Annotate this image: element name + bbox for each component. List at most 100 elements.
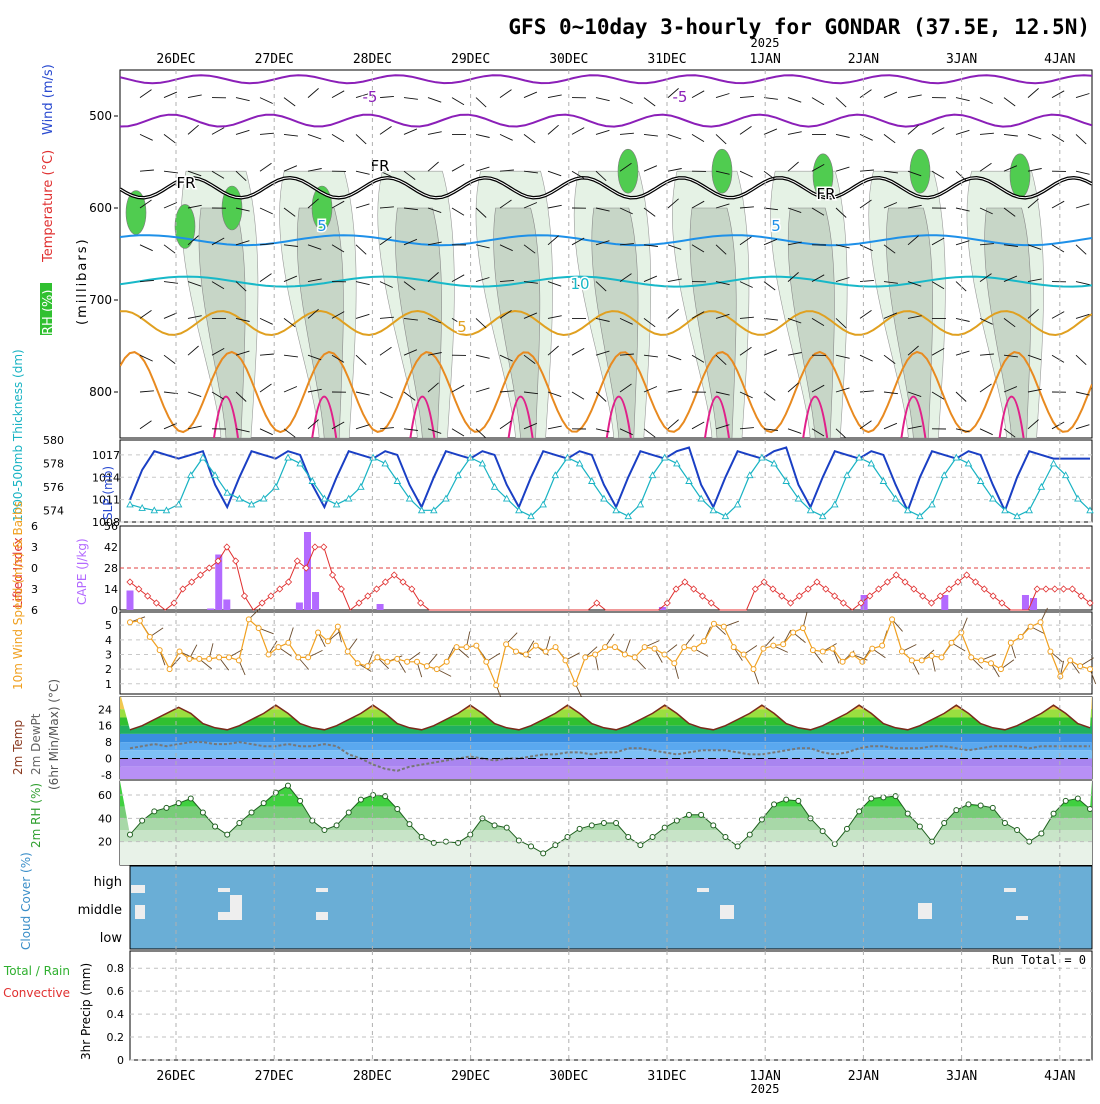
wind-speed-point [484, 659, 489, 664]
bottom-date-label: 30DEC [549, 1069, 588, 1084]
wind-speed-point [1008, 640, 1013, 645]
wind-speed-point [929, 653, 934, 658]
rh-high-spot [910, 149, 930, 193]
wind-speed-point [128, 620, 133, 625]
wind-speed-point [1018, 634, 1023, 639]
rh-label: RH (%) [41, 290, 56, 335]
top-date-label: 29DEC [451, 52, 490, 67]
temp-tick: 8 [105, 736, 112, 749]
rh-point [128, 832, 133, 837]
wind-speed-point [177, 649, 182, 654]
rh-marks [120, 781, 1093, 865]
slp-tick: 1017 [92, 449, 120, 462]
rh-high-spot [712, 149, 732, 193]
wind-speed-point [840, 659, 845, 664]
rh-point [541, 851, 546, 856]
contour-label: 5 [457, 318, 467, 336]
cape-bar [377, 604, 384, 610]
rh-point [820, 829, 825, 834]
wind-speed-point [751, 667, 756, 672]
wind-tick: 5 [105, 619, 112, 632]
cloud-clear-gap [918, 903, 932, 919]
cloud-row-label: low [100, 931, 123, 946]
precip-tick: 0.8 [107, 962, 125, 975]
rh-point [942, 821, 947, 826]
cape-tick: 14 [104, 583, 118, 596]
rh-point [686, 812, 691, 817]
contour-label: -5 [673, 88, 688, 106]
rh-point [844, 826, 849, 831]
contour-label: 5 [317, 217, 327, 235]
wind-speed-point [1078, 664, 1083, 669]
slp-label: SLP (mb) [101, 466, 115, 520]
wind-speed-point [1038, 620, 1043, 625]
rh-point [140, 818, 145, 823]
rh-point [881, 795, 886, 800]
contour-label: FR [370, 157, 389, 175]
wind-speed-point [899, 649, 904, 654]
bottom-date-label: 29DEC [451, 1069, 490, 1084]
rh-point [747, 832, 752, 837]
wind-speed-point [553, 645, 558, 650]
cape-bar [304, 532, 311, 610]
wind-tick: 1 [105, 678, 112, 691]
rh-point [614, 821, 619, 826]
pressure-level-tick: 600 [89, 201, 112, 215]
precip-legend-total: Total / Rain [3, 964, 70, 978]
rh-point [383, 794, 388, 799]
wind-speed-point [276, 645, 281, 650]
wind-tick: 4 [105, 634, 112, 647]
wind-speed-point [226, 655, 231, 660]
upper-air-ylabels: RH (%) Temperature (°C) Wind (m/s) (mill… [40, 64, 90, 335]
wind-speed-point [711, 621, 716, 626]
wind-speed-point [236, 658, 241, 663]
rh-point [516, 838, 521, 843]
thickness-tick: 580 [43, 434, 64, 447]
li-tick: 6 [31, 604, 38, 617]
wind-speed-point [444, 659, 449, 664]
wind-speed-point [217, 655, 222, 660]
precip-tick: 0.6 [107, 985, 125, 998]
wind-speed-point [523, 652, 528, 657]
precip-ylabel: 3hr Precip (mm) [79, 963, 93, 1060]
wind-speed-point [494, 683, 499, 688]
wind-speed-point [434, 667, 439, 672]
wind-speed-point [909, 658, 914, 663]
rh-point [407, 822, 412, 827]
wind-speed-point [969, 655, 974, 660]
thickness-label: 1000-500mb Thickness (dm) [11, 349, 25, 522]
rh-point [504, 825, 509, 830]
wind-panel [120, 612, 1092, 694]
wind-speed-point [583, 655, 588, 660]
rh2m-ylabels: 2m RH (%) [29, 783, 43, 848]
cloud-clear-gap [135, 905, 145, 919]
rh-point [577, 826, 582, 831]
wind-speed-point [316, 630, 321, 635]
wind-speed-point [731, 645, 736, 650]
rh-point [954, 808, 959, 813]
wind-speed-point [1048, 649, 1053, 654]
wind-speed-point [949, 640, 954, 645]
wind-speed-point [1028, 624, 1033, 629]
temp-band [120, 767, 1092, 779]
wind-speed-point [800, 626, 805, 631]
wind-speed-point [286, 640, 291, 645]
temp-tick: -8 [101, 769, 112, 782]
wind-speed-point [157, 648, 162, 653]
wind-tick: 2 [105, 663, 112, 676]
wind-speed-point [603, 645, 608, 650]
wind-speed-point [810, 648, 815, 653]
bottom-date-label: 31DEC [647, 1069, 686, 1084]
rh-point [285, 783, 290, 788]
temperature-label: Temperature (°C) [41, 150, 56, 263]
top-date-label: 3JAN [946, 52, 977, 67]
top-date-label: 31DEC [647, 52, 686, 67]
wind-speed-point [296, 655, 301, 660]
rh-point [261, 801, 266, 806]
rh-tick: 40 [98, 812, 112, 825]
bottom-date-label: 26DEC [156, 1069, 195, 1084]
wind-speed-point [513, 649, 518, 654]
precip-tick: 0 [117, 1054, 124, 1067]
